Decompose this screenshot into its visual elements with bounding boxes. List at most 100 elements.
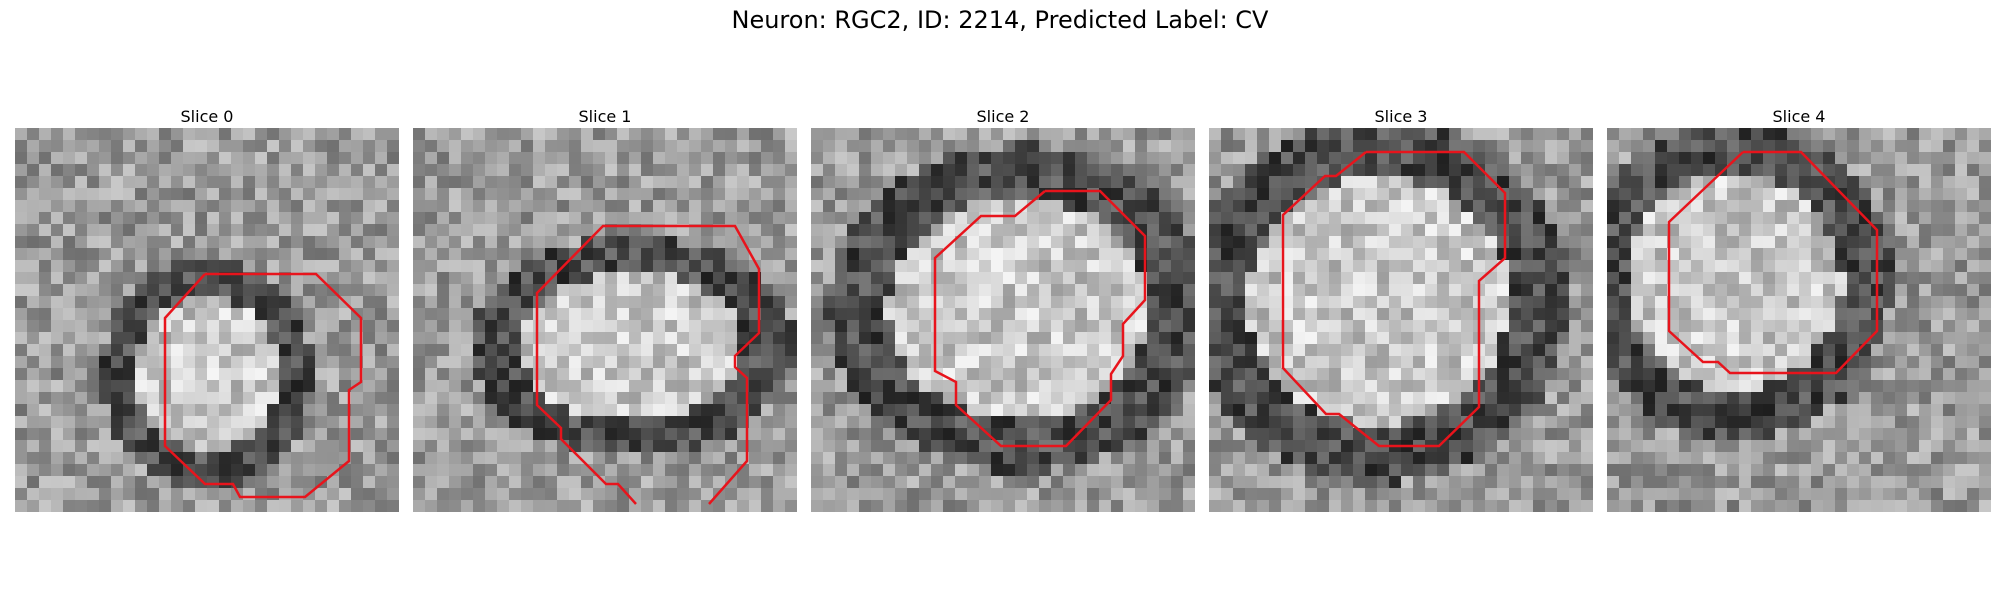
image-pixel	[1907, 344, 1919, 356]
image-pixel	[1365, 188, 1377, 200]
image-pixel	[1823, 212, 1835, 224]
image-pixel	[967, 140, 979, 152]
image-pixel	[1389, 200, 1401, 212]
image-pixel	[1569, 284, 1581, 296]
image-pixel	[1955, 248, 1967, 260]
image-pixel	[1209, 176, 1221, 188]
image-pixel	[413, 488, 425, 500]
image-pixel	[629, 320, 641, 332]
image-pixel	[617, 200, 629, 212]
image-pixel	[291, 248, 303, 260]
image-pixel	[1461, 272, 1473, 284]
image-pixel	[1715, 416, 1727, 428]
image-pixel	[1919, 368, 1931, 380]
image-pixel	[231, 392, 243, 404]
image-pixel	[509, 272, 521, 284]
image-pixel	[1317, 464, 1329, 476]
image-pixel	[533, 308, 545, 320]
image-pixel	[677, 152, 689, 164]
image-pixel	[87, 236, 99, 248]
image-pixel	[1159, 212, 1171, 224]
image-pixel	[1631, 368, 1643, 380]
image-pixel	[123, 368, 135, 380]
image-pixel	[1123, 500, 1135, 512]
image-pixel	[27, 428, 39, 440]
image-pixel	[907, 188, 919, 200]
image-pixel	[1171, 200, 1183, 212]
image-pixel	[1715, 452, 1727, 464]
image-pixel	[1497, 272, 1509, 284]
image-pixel	[1257, 296, 1269, 308]
slice-panel-4: Slice 4	[1607, 106, 1991, 512]
image-pixel	[811, 164, 823, 176]
image-pixel	[725, 176, 737, 188]
image-pixel	[39, 416, 51, 428]
image-pixel	[303, 200, 315, 212]
image-pixel	[1509, 320, 1521, 332]
image-pixel	[123, 404, 135, 416]
image-pixel	[171, 272, 183, 284]
image-pixel	[1425, 344, 1437, 356]
image-pixel	[123, 284, 135, 296]
image-pixel	[1521, 224, 1533, 236]
image-pixel	[63, 308, 75, 320]
image-pixel	[1183, 272, 1195, 284]
image-pixel	[437, 344, 449, 356]
image-pixel	[1895, 416, 1907, 428]
image-pixel	[871, 440, 883, 452]
image-pixel	[219, 344, 231, 356]
image-pixel	[1655, 200, 1667, 212]
image-pixel	[1859, 152, 1871, 164]
image-pixel	[111, 236, 123, 248]
image-pixel	[1075, 128, 1087, 140]
image-pixel	[1257, 464, 1269, 476]
image-pixel	[159, 152, 171, 164]
image-pixel	[1401, 392, 1413, 404]
image-pixel	[1329, 212, 1341, 224]
image-pixel	[1739, 224, 1751, 236]
image-pixel	[883, 200, 895, 212]
slice-image	[15, 128, 399, 512]
image-pixel	[75, 212, 87, 224]
image-pixel	[1461, 236, 1473, 248]
image-pixel	[123, 500, 135, 512]
image-pixel	[207, 404, 219, 416]
image-pixel	[497, 500, 509, 512]
image-pixel	[1123, 440, 1135, 452]
image-pixel	[1545, 128, 1557, 140]
image-pixel	[653, 428, 665, 440]
image-pixel	[1365, 464, 1377, 476]
image-pixel	[303, 176, 315, 188]
image-pixel	[569, 500, 581, 512]
image-pixel	[943, 272, 955, 284]
image-pixel	[1461, 248, 1473, 260]
image-pixel	[1461, 440, 1473, 452]
image-pixel	[1341, 284, 1353, 296]
image-pixel	[1607, 248, 1619, 260]
image-pixel	[991, 248, 1003, 260]
image-pixel	[387, 452, 399, 464]
image-pixel	[1329, 152, 1341, 164]
image-pixel	[1883, 344, 1895, 356]
image-pixel	[339, 320, 351, 332]
image-pixel	[859, 272, 871, 284]
image-pixel	[713, 464, 725, 476]
image-pixel	[811, 452, 823, 464]
image-pixel	[955, 428, 967, 440]
image-pixel	[351, 416, 363, 428]
image-pixel	[1871, 440, 1883, 452]
image-pixel	[1317, 452, 1329, 464]
image-pixel	[689, 212, 701, 224]
image-pixel	[653, 464, 665, 476]
image-pixel	[1703, 188, 1715, 200]
image-pixel	[375, 248, 387, 260]
image-pixel	[473, 344, 485, 356]
image-pixel	[51, 476, 63, 488]
image-pixel	[521, 164, 533, 176]
image-pixel	[1437, 500, 1449, 512]
image-pixel	[1727, 224, 1739, 236]
image-pixel	[1183, 416, 1195, 428]
image-pixel	[1365, 260, 1377, 272]
image-pixel	[895, 428, 907, 440]
image-pixel	[1883, 368, 1895, 380]
